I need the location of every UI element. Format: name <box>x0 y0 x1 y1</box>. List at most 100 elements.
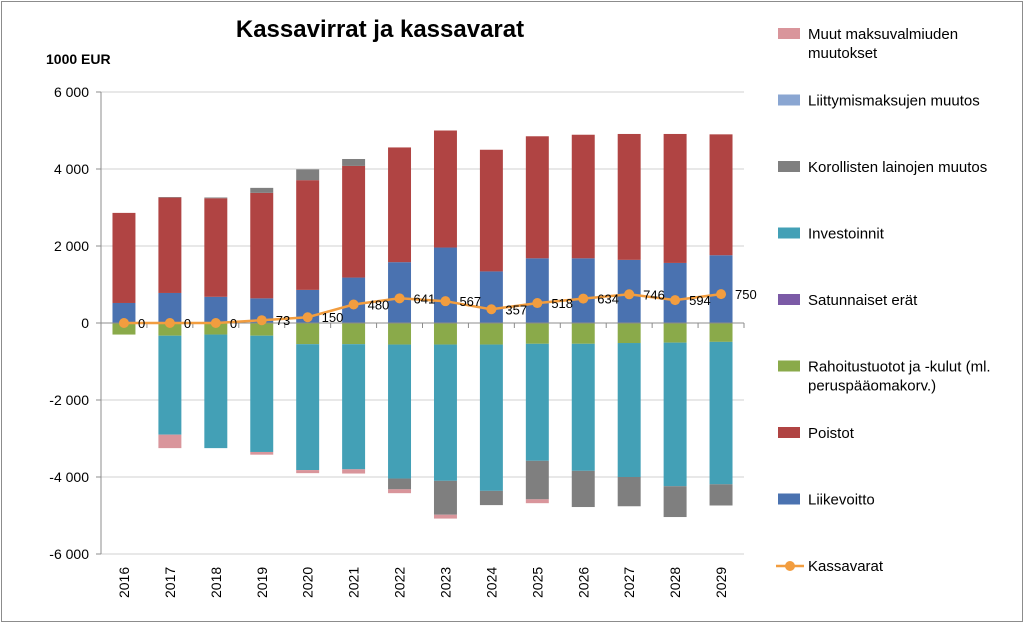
x-tick-label: 2022 <box>392 567 408 598</box>
bar-segment <box>709 255 733 323</box>
bar-segment <box>342 469 366 474</box>
x-tick-label: 2020 <box>300 567 316 598</box>
legend-item: Satunnaiset erät <box>778 292 918 309</box>
cash-point <box>394 293 405 304</box>
cash-point <box>486 304 497 315</box>
x-tick-label: 2021 <box>346 567 362 598</box>
bar-segment <box>250 451 274 455</box>
cash-point <box>716 289 727 300</box>
bar-series <box>112 130 733 519</box>
bar-segment <box>342 323 366 345</box>
legend-swatch <box>778 294 800 305</box>
bar-segment <box>204 197 228 199</box>
bar-segment <box>525 323 549 344</box>
bar-segment <box>250 323 274 336</box>
bar-segment <box>388 478 412 490</box>
data-label: 0 <box>184 316 191 331</box>
data-label: 634 <box>597 292 619 307</box>
legend-swatch <box>778 161 800 172</box>
bar-segment <box>617 477 641 507</box>
y-tick-label: 2 000 <box>54 238 89 254</box>
y-tick-label: 4 000 <box>54 161 89 177</box>
legend-label: muutokset <box>808 45 878 62</box>
bar-segment <box>296 470 320 474</box>
data-label: 594 <box>689 293 711 308</box>
bar-segment <box>433 323 457 345</box>
cash-point <box>670 295 681 306</box>
bar-segment <box>158 197 182 293</box>
bar-segment <box>250 192 274 299</box>
data-label: 0 <box>230 316 237 331</box>
bar-segment <box>433 480 457 515</box>
legend-swatch <box>778 360 800 372</box>
y-tick-label: 0 <box>81 315 89 331</box>
data-label: 480 <box>368 298 390 313</box>
legend-swatch <box>778 427 800 438</box>
cash-point <box>532 298 543 309</box>
bar-segment <box>709 323 733 342</box>
legend-label: peruspääomakorv.) <box>808 378 936 395</box>
bar-segment <box>158 323 182 336</box>
cash-point <box>210 318 221 328</box>
bar-segment <box>479 323 503 345</box>
bar-segment <box>525 136 549 259</box>
bar-segment <box>617 323 641 344</box>
bar-segment <box>296 169 320 181</box>
x-tick-label: 2016 <box>116 567 132 598</box>
cash-point <box>256 315 267 326</box>
bar-segment <box>250 187 274 193</box>
x-tick-label: 2018 <box>208 567 224 598</box>
data-label: 641 <box>414 291 436 306</box>
data-label: 750 <box>735 287 757 302</box>
data-label: 150 <box>322 310 344 325</box>
bar-segment <box>663 133 687 263</box>
cash-point <box>624 289 635 300</box>
legend-marker <box>785 561 795 571</box>
legend-label: Rahoitustuotot ja -kulut (ml. <box>808 359 991 376</box>
bar-segment <box>663 323 687 343</box>
legend-item: Liikevoitto <box>778 492 875 509</box>
legend-item: Rahoitustuotot ja -kulut (ml. peruspääoma… <box>778 359 991 395</box>
bar-segment <box>342 344 366 470</box>
bar-segment <box>709 341 733 485</box>
legend-swatch <box>778 493 800 505</box>
data-label: 0 <box>138 316 145 331</box>
bar-segment <box>342 165 366 278</box>
legend-label: Liittymismaksujen muutos <box>808 93 980 110</box>
bar-segment <box>158 292 182 323</box>
bar-segment <box>204 296 228 323</box>
legend-label: Muut maksuvalmiuden <box>808 26 958 43</box>
x-tick-label: 2023 <box>437 567 453 598</box>
bar-segment <box>663 262 687 323</box>
bar-segment <box>433 247 457 323</box>
legend-item: Korollisten lainojen muutos <box>778 159 987 176</box>
bar-segment <box>296 344 320 471</box>
bar-segment <box>525 499 549 504</box>
bar-segment <box>342 158 366 166</box>
legend-swatch <box>778 94 800 106</box>
data-label: 73 <box>276 313 290 328</box>
bar-segment <box>433 130 457 248</box>
bar-segment <box>158 335 182 435</box>
bar-segment <box>388 323 412 345</box>
cash-point <box>578 293 589 304</box>
bar-segment <box>388 489 412 494</box>
bar-segment <box>296 180 320 290</box>
legend-item: Liittymismaksujen muutos <box>778 93 980 110</box>
bar-segment <box>479 490 503 506</box>
bar-segment <box>571 134 595 259</box>
legend-item: Investoinnit <box>778 226 885 243</box>
bar-segment <box>204 323 228 335</box>
x-tick-label: 2025 <box>529 567 545 598</box>
legend-item: Muut maksuvalmiuden muutokset <box>778 26 958 62</box>
legend: Muut maksuvalmiuden muutokset Liittymismak… <box>776 26 991 575</box>
bar-segment <box>112 212 136 303</box>
data-label: 357 <box>505 302 527 317</box>
bar-segment <box>204 334 228 449</box>
bar-segment <box>663 486 687 518</box>
legend-label: Korollisten lainojen muutos <box>808 159 987 176</box>
bar-segment <box>204 198 228 297</box>
legend-label: Satunnaiset erät <box>808 292 918 309</box>
bar-segment <box>250 335 274 452</box>
legend-label: Liikevoitto <box>808 492 875 509</box>
